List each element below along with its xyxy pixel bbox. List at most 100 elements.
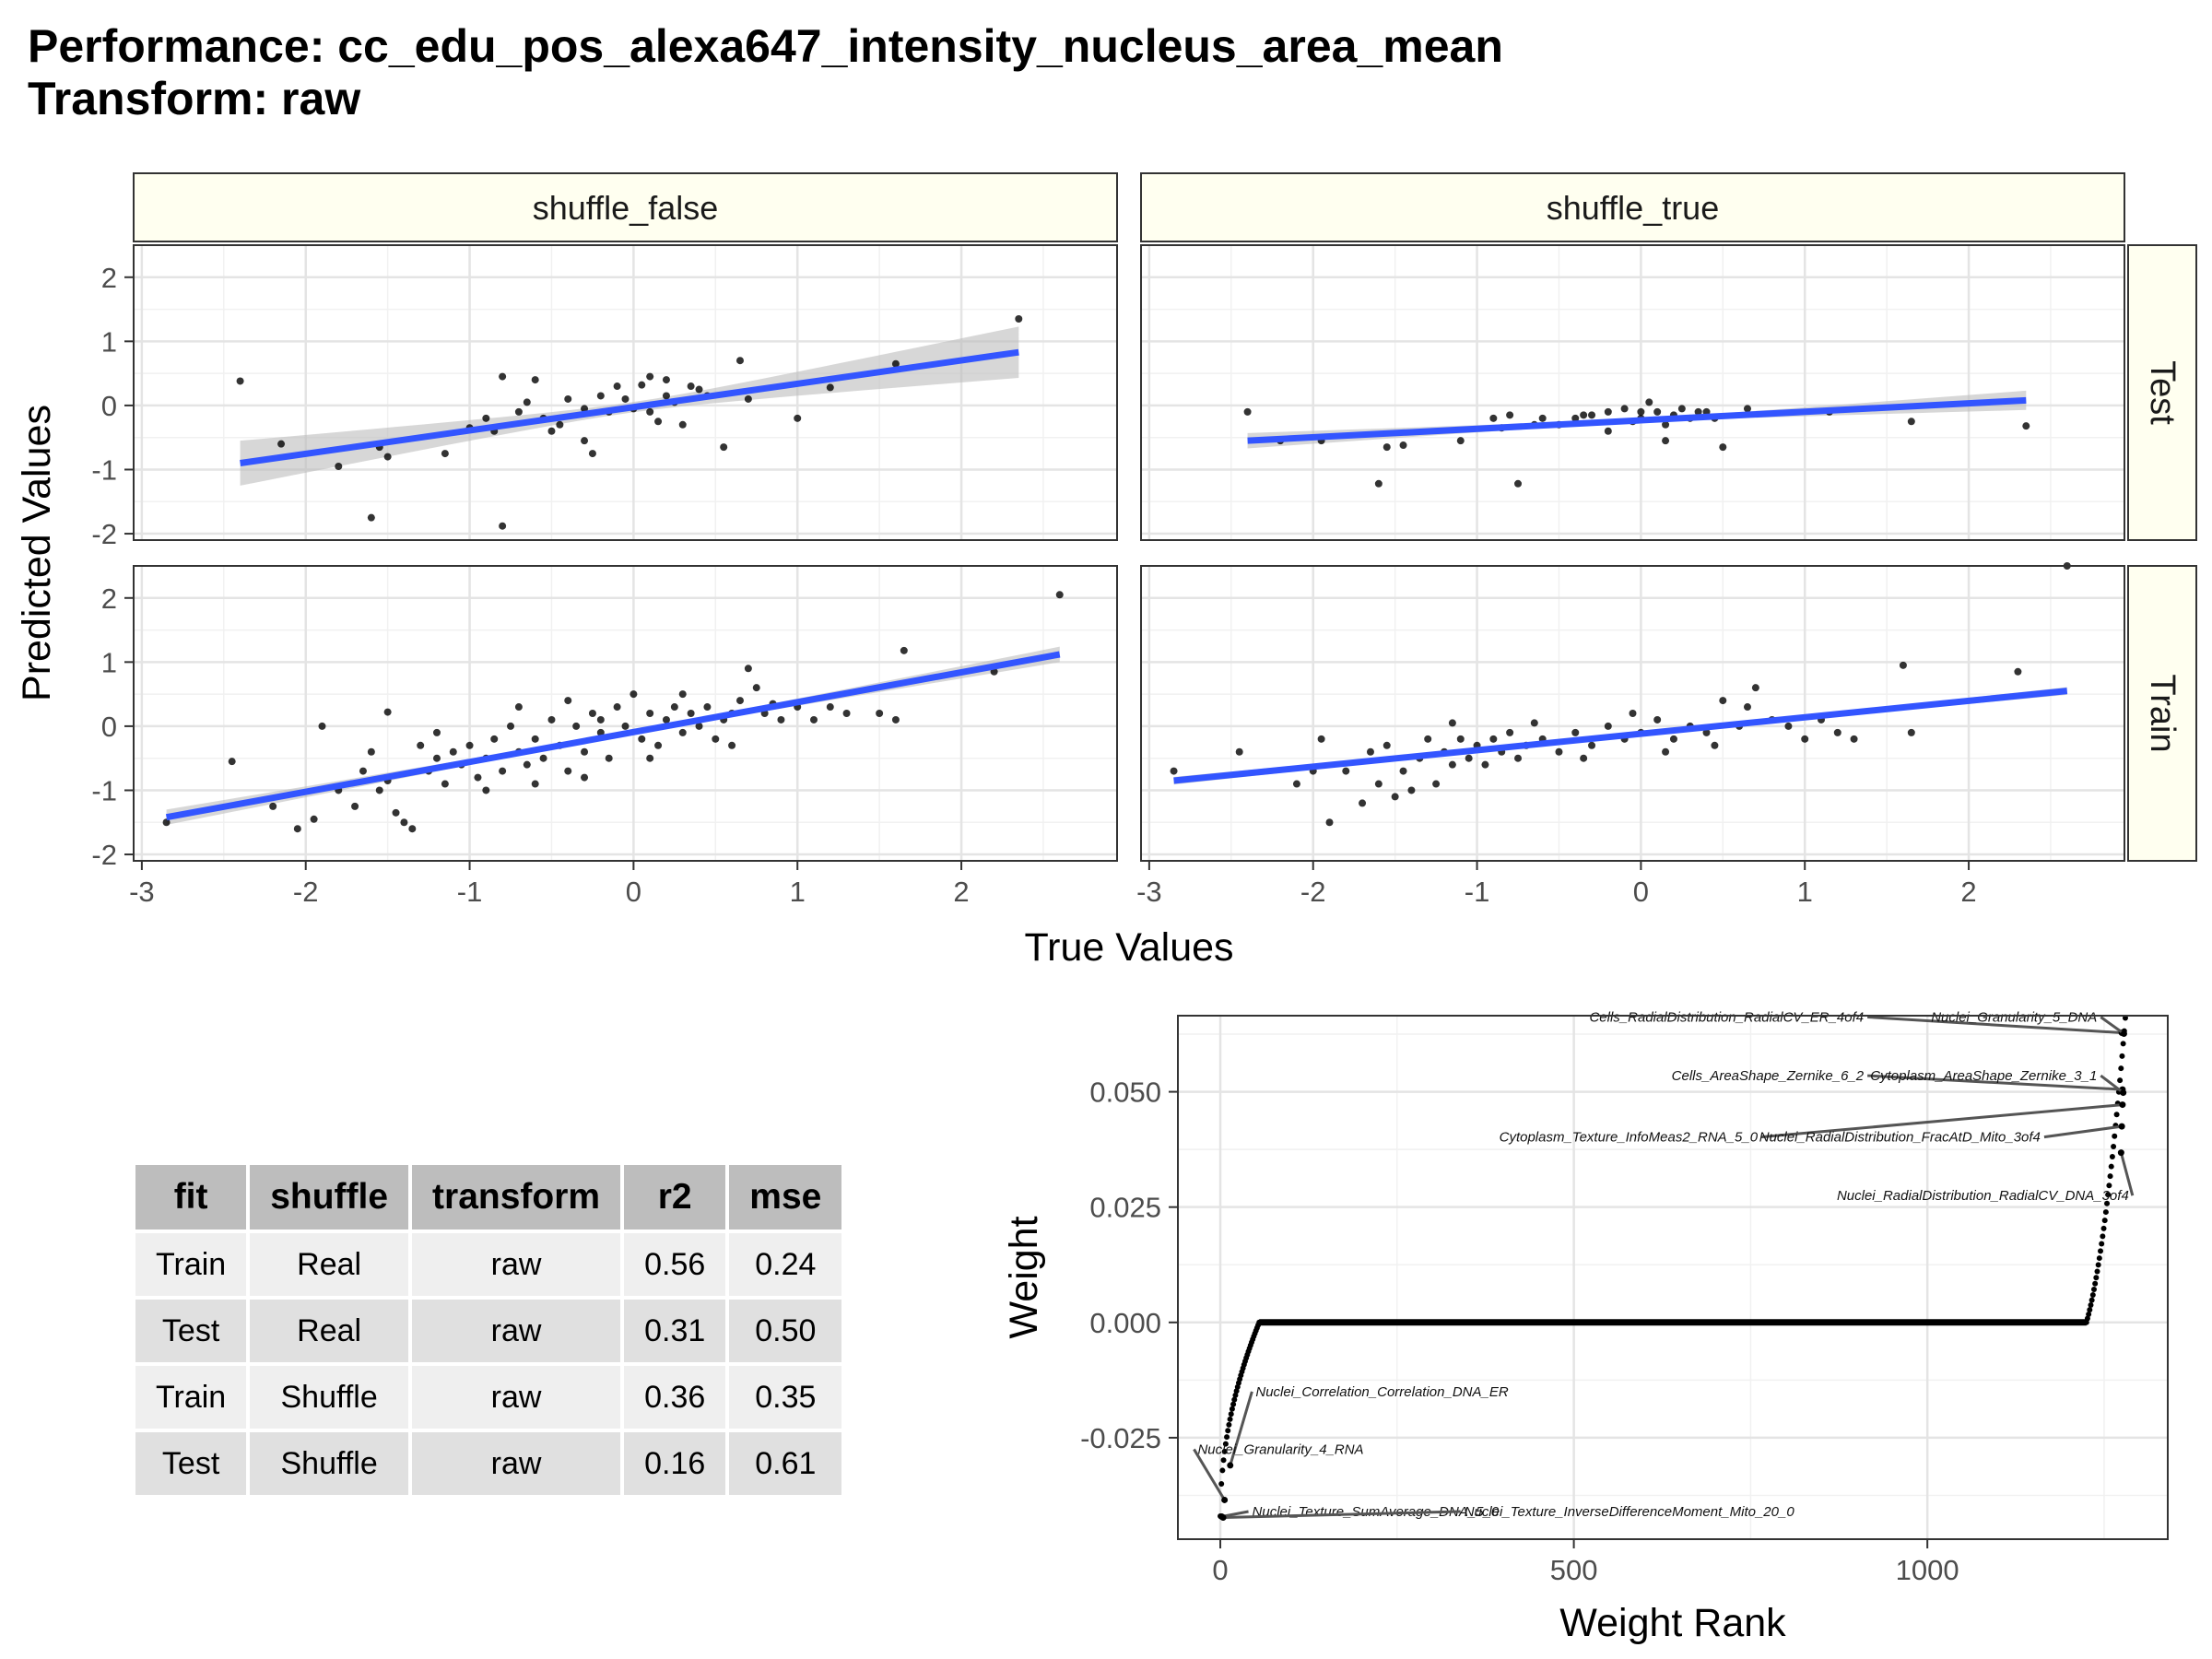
weight-point [2093,1275,2100,1281]
data-point [1481,760,1489,769]
weight-point [2106,1182,2112,1189]
data-point [1325,818,1334,827]
data-point [1588,411,1596,419]
weight-point [2092,1280,2099,1287]
y-tick-label: -2 [91,839,117,871]
table-cell-transform: raw [412,1366,621,1429]
table-cell-r2: 0.16 [624,1432,726,1495]
data-point [277,440,286,448]
data-point [1374,780,1382,788]
data-point [695,722,703,730]
data-point [556,420,564,429]
weight-point [2112,1133,2118,1139]
weight-point [2122,1015,2128,1021]
title-line-1: Performance: cc_edu_pos_alexa647_intensi… [28,20,1503,72]
title-line-2: Transform: raw [28,73,361,124]
data-point [474,773,482,782]
data-point [826,383,834,392]
panel-border [1140,565,2125,862]
weight-point [1224,1434,1230,1441]
table-cell-fit: Train [135,1366,247,1429]
fit-line [1173,688,2068,784]
table-cell-shuffle: Shuffle [250,1366,409,1429]
annotation-label: Cells_RadialDistribution_RadialCV_ER_4of… [1589,1010,1864,1026]
weight-point [1228,1411,1234,1418]
data-point [547,715,556,724]
weight-point [2119,1053,2125,1059]
y-tick-label: 0 [101,390,117,422]
weight-point [1231,1396,1238,1403]
weight-point [2108,1163,2114,1170]
data-point [1702,728,1711,736]
table-cell-shuffle: Shuffle [250,1432,409,1495]
data-point [1170,767,1178,775]
data-point [531,780,539,788]
panel-border [1177,1015,2169,1540]
data-point [293,825,301,833]
x-tick-label: -2 [1300,876,1326,908]
data-point [605,754,613,762]
panel-shuffle_true-test [1140,244,2125,541]
weight-point [2096,1255,2102,1262]
weight-point [1218,1480,1225,1487]
data-point [646,407,654,416]
data-point [465,741,474,749]
weight-point [2102,1209,2109,1216]
weight-point [2117,1077,2124,1084]
data-point [310,815,318,823]
data-point [507,722,515,730]
data-point [1743,405,1751,413]
data-point [539,754,547,762]
annotation-label: Cytoplasm_Texture_InfoMeas2_RNA_5_0 [1500,1130,1759,1146]
data-point [662,376,670,384]
data-point [367,513,375,522]
data-point [1653,407,1662,416]
data-point [1366,747,1374,756]
data-point [646,710,654,717]
data-point [1399,441,1407,450]
facet-strip-label-shuffle_false: shuffle_false [533,189,718,227]
data-point [581,437,589,445]
data-point [1243,407,1252,416]
data-point [678,690,687,699]
data-point [547,427,556,435]
weight-rank-chart: Cells_RadialDistribution_RadialCV_ER_4of… [1002,1010,2169,1645]
data-point [654,418,663,426]
data-point [1711,741,1719,749]
table-cell-mse: 0.50 [729,1300,842,1362]
y-tick-label: -2 [91,518,117,550]
table-row: Test Shuffle raw 0.16 0.61 [135,1432,842,1495]
data-point [1653,715,1662,724]
table-header-transform: transform [412,1165,621,1230]
data-point [335,463,343,470]
data-point [1424,735,1432,743]
data-point [1677,405,1686,413]
weight-point [2107,1173,2113,1180]
data-point [383,453,392,461]
weight-point [2099,1241,2105,1247]
panel-shuffle_false-test: -2 -1 0 1 2 [91,244,1118,550]
table-body: Train Real raw 0.56 0.24 Test Real raw 0.31 0.50 T… [135,1233,842,1495]
data-point [687,382,695,391]
annotation-label: Nuclei_Granularity_5_DNA [1931,1010,2097,1026]
data-point [432,728,441,736]
data-point [1899,661,1907,669]
table-cell-shuffle: Real [250,1300,409,1362]
panel-shuffle_false-train: -2 -1 0 1 2 -3 -2 -1 0 1 2 [91,565,1118,908]
data-point [1359,799,1367,807]
data-point [564,697,572,705]
data-point [1382,741,1391,749]
data-point [2014,667,2022,676]
data-point [531,376,539,384]
table-cell-r2: 0.31 [624,1300,726,1362]
data-point [654,741,663,749]
data-point [1669,735,1677,743]
y-tick-label: 0.000 [1089,1307,1161,1339]
facet-strip-shuffle_true [1140,172,2125,242]
annotation-connector [2100,1016,2125,1035]
table-cell-mse: 0.61 [729,1432,842,1495]
x-tick-label: 2 [1960,876,1976,908]
table-header-r2: r2 [624,1165,726,1230]
data-point [1506,728,1514,736]
data-point [236,377,244,385]
